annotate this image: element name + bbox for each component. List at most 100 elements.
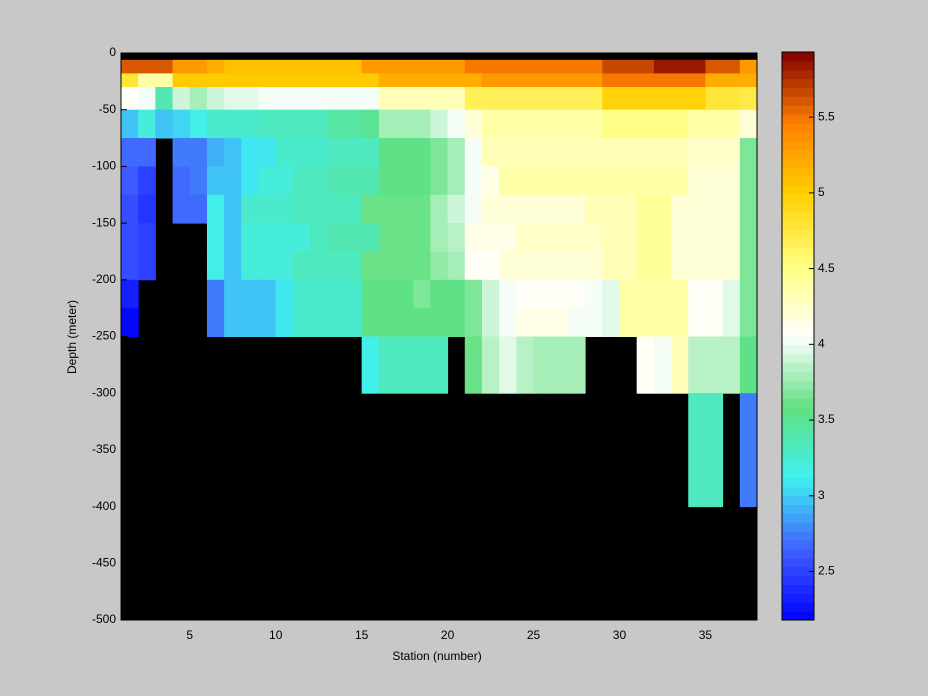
colorbar-swatch	[782, 566, 814, 577]
heat-cell	[206, 109, 225, 139]
heat-cell	[447, 138, 466, 167]
heat-cell	[396, 336, 414, 394]
heat-cell	[413, 194, 431, 224]
heat-cell	[499, 138, 517, 167]
heat-cell	[378, 138, 397, 167]
heat-cell	[361, 138, 380, 167]
heat-cell	[344, 308, 363, 337]
heat-cell	[241, 166, 260, 196]
heat-cell	[636, 73, 655, 88]
x-tick-label: 15	[355, 628, 369, 642]
heat-cell	[619, 59, 638, 74]
heat-cell	[413, 59, 431, 74]
heat-cell	[636, 87, 655, 111]
colorbar-swatch	[782, 176, 814, 186]
heat-cell	[292, 109, 311, 139]
colorbar-swatch	[782, 362, 814, 372]
heat-cell	[310, 59, 328, 74]
heat-cell	[688, 109, 706, 139]
heat-cell	[585, 109, 603, 139]
heat-cell	[464, 194, 483, 224]
heat-cell	[430, 194, 449, 224]
colorbar-swatch	[782, 495, 814, 506]
heat-cell	[155, 109, 174, 139]
heat-cell	[567, 279, 586, 309]
heat-cell	[688, 308, 706, 337]
heat-cell	[464, 109, 483, 139]
heat-cell	[310, 87, 328, 111]
y-tick-label: -50	[99, 102, 117, 116]
heat-cell	[138, 251, 156, 281]
heat-cell	[258, 109, 277, 139]
colorbar-swatch	[782, 96, 814, 106]
heat-cell	[310, 73, 328, 88]
heat-cell	[533, 194, 552, 224]
colorbar-swatch	[782, 105, 814, 115]
heat-cell	[310, 251, 328, 281]
heat-cell	[241, 109, 260, 139]
heat-cell	[464, 166, 483, 196]
heat-cell	[567, 166, 586, 196]
heat-cell	[585, 194, 603, 224]
heat-cell	[619, 109, 638, 139]
heat-cell	[671, 109, 689, 139]
heat-cell	[636, 166, 655, 196]
colorbar-swatch	[782, 158, 814, 168]
heat-cell	[344, 59, 363, 74]
colorbar-swatch	[782, 194, 814, 204]
heat-cell	[481, 109, 500, 139]
heat-cell	[121, 279, 139, 309]
heat-cell	[567, 73, 586, 88]
colorbar-swatch	[782, 167, 814, 177]
heat-cell	[172, 166, 191, 196]
x-tick-label: 35	[699, 628, 713, 642]
heat-cell	[688, 87, 706, 111]
heat-cell	[722, 336, 741, 394]
heat-cell	[224, 73, 242, 88]
heat-cell	[447, 166, 466, 196]
heat-cell	[464, 279, 483, 309]
heat-cell	[413, 166, 431, 196]
heat-cell	[619, 194, 638, 224]
heat-cell	[189, 87, 208, 111]
heat-cell	[464, 73, 483, 88]
heat-cell	[481, 194, 500, 224]
colorbar-swatch	[782, 531, 814, 541]
heat-cell	[327, 308, 345, 337]
heat-cell	[378, 251, 397, 281]
heat-cell	[224, 194, 242, 224]
heat-cell	[361, 109, 380, 139]
heat-cell	[533, 251, 552, 281]
heat-cell	[499, 73, 517, 88]
x-tick-label: 20	[441, 628, 455, 642]
heat-cell	[516, 87, 535, 111]
heat-cell	[533, 223, 552, 252]
heat-cell	[447, 73, 466, 88]
heat-cell	[602, 109, 620, 139]
heat-cell	[430, 279, 449, 309]
colorbar-tick-label: 2.5	[818, 564, 835, 578]
colorbar-swatch	[782, 123, 814, 133]
heat-cell	[138, 166, 156, 196]
heat-cell	[705, 194, 724, 224]
colorbar-swatch	[782, 140, 814, 151]
heat-cell	[653, 279, 672, 309]
heat-cell	[533, 336, 552, 394]
x-tick-label: 10	[269, 628, 283, 642]
heat-cell	[567, 336, 586, 394]
heat-cell	[464, 336, 483, 394]
heat-cell	[705, 223, 724, 252]
heat-cell	[671, 73, 689, 88]
colorbar-tick-label: 3	[818, 488, 825, 502]
colorbar-tick-label: 4.5	[818, 261, 835, 275]
colorbar-swatch	[782, 327, 814, 337]
heat-cell	[396, 251, 414, 281]
heat-cell	[121, 223, 139, 252]
heat-cell	[739, 138, 758, 167]
heat-cell	[361, 73, 380, 88]
heat-cell	[739, 194, 758, 224]
colorbar-swatch	[782, 344, 814, 355]
x-tick-label: 25	[527, 628, 541, 642]
heat-cell	[378, 87, 397, 111]
